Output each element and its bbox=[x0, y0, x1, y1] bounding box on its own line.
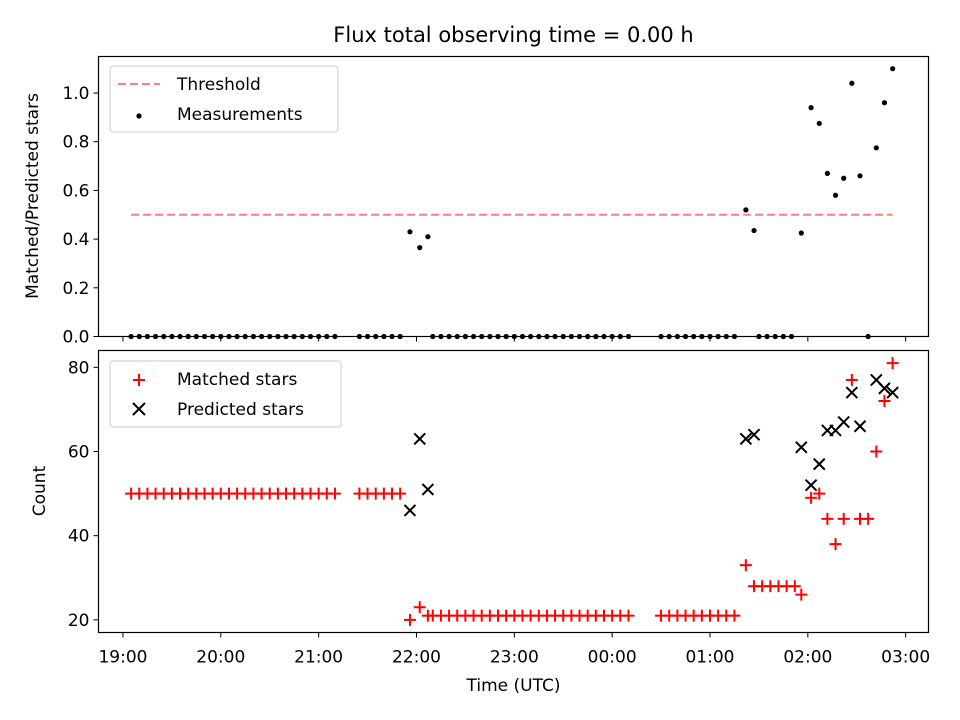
top-ytick-label: 0.6 bbox=[62, 181, 89, 201]
matched-star-point bbox=[845, 373, 858, 386]
bottom-xtick-label: 03:00 bbox=[881, 648, 930, 668]
bottom-frame bbox=[97, 349, 930, 634]
matched-star-point bbox=[805, 491, 818, 504]
predicted-star-point bbox=[845, 386, 859, 399]
measurement-point bbox=[751, 227, 757, 234]
legend-measurements-label: Measurements bbox=[177, 105, 303, 125]
bottom-xtick-label: 23:00 bbox=[490, 648, 539, 668]
matched-star-point bbox=[829, 538, 842, 551]
bottom-xlabel: Time (UTC) bbox=[466, 676, 561, 696]
bottom-ytick-label: 80 bbox=[68, 358, 90, 378]
top-ytick-label: 0.0 bbox=[62, 328, 89, 348]
measurement-point bbox=[417, 245, 423, 251]
predicted-star-point bbox=[853, 420, 867, 433]
predicted-star-point bbox=[739, 432, 753, 446]
top-ytick-label: 1.0 bbox=[62, 84, 89, 104]
matched-star-point bbox=[878, 395, 891, 408]
matched-star-point bbox=[870, 445, 883, 458]
predicted-star-point bbox=[886, 386, 899, 399]
predicted-star-point bbox=[813, 457, 826, 471]
bottom-legend: Matched stars Predicted stars bbox=[109, 360, 342, 428]
measurement-point bbox=[798, 230, 804, 236]
measurement-point bbox=[841, 175, 847, 181]
top-frame bbox=[97, 55, 930, 338]
bottom-xtick-label: 02:00 bbox=[783, 648, 832, 668]
measurement-point bbox=[808, 105, 814, 111]
bottom-ylabel: Count bbox=[30, 465, 50, 516]
matched-star-point bbox=[413, 601, 426, 614]
top-axes: 0.0 0.2 0.4 0.6 0.8 1.0 bbox=[62, 84, 907, 348]
measurement-point bbox=[890, 66, 896, 72]
bottom-ytick-label: 40 bbox=[68, 527, 90, 547]
legend-matched-label: Matched stars bbox=[177, 370, 297, 390]
measurement-point bbox=[824, 170, 830, 176]
top-legend-box bbox=[109, 65, 339, 133]
predicted-star-point bbox=[837, 415, 850, 429]
measurement-point bbox=[832, 192, 839, 198]
bottom-xtick-label: 21:00 bbox=[294, 648, 343, 668]
predicted-star-point bbox=[403, 504, 417, 517]
predicted-star-point bbox=[878, 382, 891, 395]
bottom-legend-box bbox=[109, 360, 342, 428]
predicted-star-point bbox=[795, 441, 808, 454]
legend-predicted-label: Predicted stars bbox=[177, 400, 304, 420]
bottom-panel: 20 40 60 80 19:00 20:00 21:00 22:00 23:00 00:00 01… bbox=[30, 349, 930, 696]
matched-star-point bbox=[403, 613, 416, 626]
matched-star-point bbox=[622, 609, 635, 622]
top-ytick-label: 0.2 bbox=[62, 279, 89, 299]
measurement-point bbox=[425, 234, 431, 240]
matched-star-point bbox=[821, 512, 834, 525]
legend-threshold-label: Threshold bbox=[176, 75, 261, 95]
bottom-xtick-label: 19:00 bbox=[98, 648, 147, 668]
top-panel: 0.0 0.2 0.4 0.6 0.8 1.0 Matched/Predicted sta… bbox=[23, 55, 930, 348]
predicted-star-point bbox=[421, 483, 435, 496]
matched-star-point bbox=[886, 357, 899, 370]
measurement-point bbox=[407, 229, 413, 235]
chart-title: Flux total observing time = 0.00 h bbox=[333, 23, 693, 47]
predicted-star-point bbox=[804, 478, 818, 492]
bottom-xtick-label: 20:00 bbox=[196, 648, 245, 668]
matched-star-point bbox=[813, 487, 826, 500]
matched-star-point bbox=[328, 487, 341, 500]
predicted-star-point bbox=[413, 432, 426, 446]
measurement-point bbox=[881, 100, 888, 106]
bottom-marks bbox=[125, 357, 899, 626]
matched-star-point bbox=[795, 588, 808, 601]
matched-star-point bbox=[394, 487, 407, 500]
bottom-ytick-label: 60 bbox=[68, 443, 90, 463]
matched-star-point bbox=[837, 512, 850, 525]
measurement-point bbox=[743, 207, 749, 213]
matched-star-point bbox=[788, 580, 801, 593]
bottom-xtick-label: 00:00 bbox=[588, 648, 637, 668]
top-ytick-label: 0.8 bbox=[62, 133, 89, 153]
bottom-axes: 20 40 60 80 19:00 20:00 21:00 22:00 23:00 00:00 01… bbox=[68, 358, 930, 667]
measurement-point bbox=[816, 120, 822, 127]
top-ytick-label: 0.4 bbox=[62, 230, 89, 250]
top-ylabel: Matched/Predicted stars bbox=[23, 93, 43, 299]
legend-matched-swatch bbox=[133, 374, 145, 386]
predicted-star-point bbox=[747, 428, 761, 441]
measurement-point bbox=[873, 145, 879, 151]
legend-predicted-swatch bbox=[132, 402, 146, 416]
top-legend: Threshold Measurements bbox=[109, 65, 339, 133]
matched-star-point bbox=[862, 512, 875, 525]
measurement-point bbox=[857, 173, 863, 179]
matched-star-point bbox=[728, 609, 741, 622]
measurement-point bbox=[849, 80, 855, 86]
matched-star-point bbox=[739, 559, 752, 572]
bottom-xtick-label: 01:00 bbox=[685, 648, 734, 668]
bottom-xtick-label: 22:00 bbox=[392, 648, 441, 668]
legend-measurements-swatch bbox=[136, 113, 142, 119]
top-marks bbox=[128, 66, 896, 340]
bottom-ytick-label: 20 bbox=[68, 611, 90, 631]
